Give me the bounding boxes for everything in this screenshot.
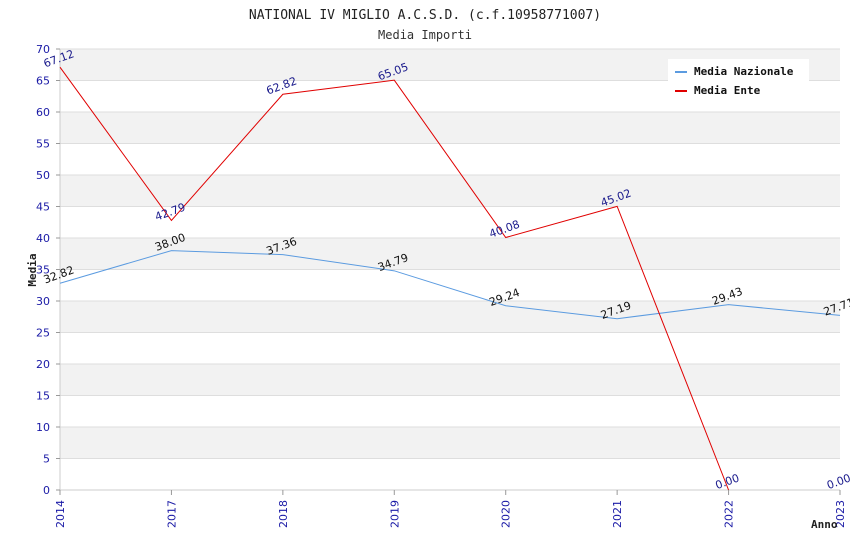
grid-band: [60, 238, 840, 270]
y-ticks: 0 5 10 15 20 25 30 35 40 45 50 55 60 65 70: [36, 43, 60, 497]
grid-band: [60, 427, 840, 459]
y-axis-label: Media: [26, 253, 39, 286]
series-line-media-ente: [59, 66, 730, 491]
y-tick-label: 10: [36, 421, 50, 434]
grid-band: [60, 458, 840, 490]
grid-band: [60, 175, 840, 207]
y-tick-label: 55: [36, 138, 50, 151]
grid-lines: [60, 48, 840, 491]
x-tick-label: 2021: [611, 500, 624, 528]
grid-band: [60, 269, 840, 301]
series-lines: [59, 66, 841, 491]
grid-band: [60, 364, 840, 396]
legend-label-media-ente: Media Ente: [694, 84, 761, 97]
grid-bands: [60, 49, 840, 490]
x-tick-label: 2017: [165, 500, 178, 528]
x-tick-label: 2020: [500, 500, 513, 528]
x-ticks: 2014 2017 2018 2019 2020 2021 2022 2023: [54, 490, 847, 528]
y-tick-label: 45: [36, 201, 50, 214]
y-tick-label: 65: [36, 75, 50, 88]
y-tick-label: 40: [36, 232, 50, 245]
y-tick-label: 35: [36, 264, 50, 277]
y-tick-label: 30: [36, 295, 50, 308]
y-tick-label: 50: [36, 169, 50, 182]
y-tick-label: 60: [36, 106, 50, 119]
x-tick-label: 2022: [723, 500, 736, 528]
y-tick-label: 0: [43, 484, 50, 497]
y-tick-label: 70: [36, 43, 50, 56]
x-tick-label: 2014: [54, 500, 67, 528]
legend-label-media-nazionale: Media Nazionale: [694, 65, 794, 78]
grid-band: [60, 395, 840, 427]
y-tick-label: 20: [36, 358, 50, 371]
legend-box: [668, 59, 809, 101]
y-tick-label: 5: [43, 453, 50, 466]
x-tick-label: 2023: [834, 500, 847, 528]
chart-subtitle: Media Importi: [378, 28, 472, 42]
grid-band: [60, 301, 840, 333]
x-axis-label: Anno: [811, 518, 838, 531]
legend: Media Nazionale Media Ente: [668, 59, 809, 101]
y-tick-label: 25: [36, 327, 50, 340]
grid-band: [60, 332, 840, 364]
x-tick-label: 2018: [277, 500, 290, 528]
chart-title: NATIONAL IV MIGLIO A.C.S.D. (c.f.1095877…: [249, 8, 601, 23]
x-tick-label: 2019: [388, 500, 401, 528]
series-line-media-nazionale: [59, 250, 841, 320]
grid-band: [60, 206, 840, 238]
grid-band: [60, 112, 840, 144]
y-tick-label: 15: [36, 390, 50, 403]
